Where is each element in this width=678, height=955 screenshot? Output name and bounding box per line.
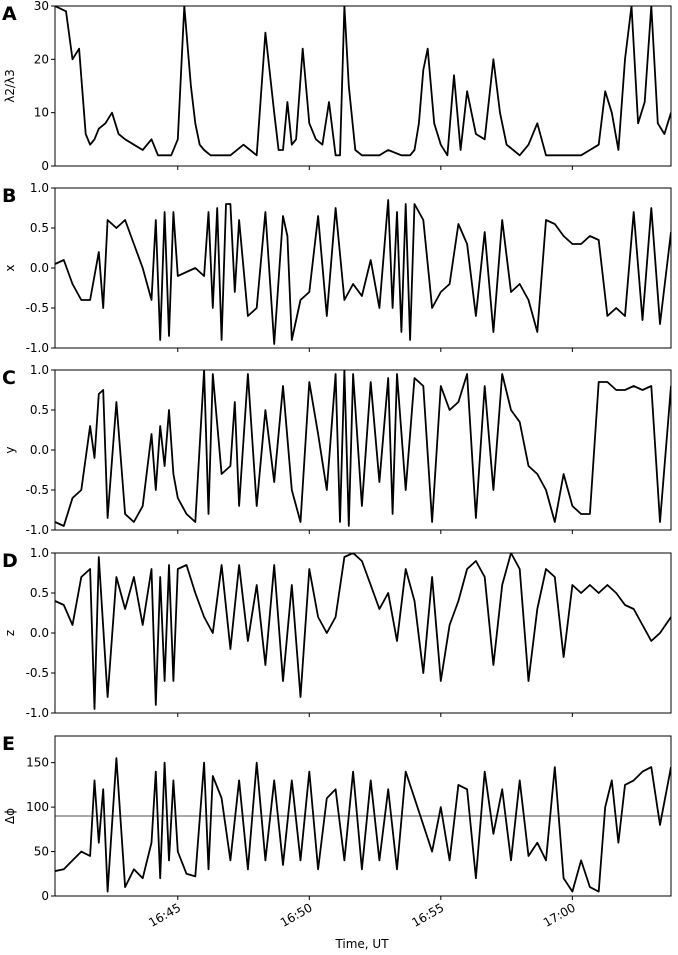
panel-e: 0 50 100 150 E Δϕ [2, 733, 672, 903]
y-tick-label: 20 [34, 52, 49, 66]
panel-c: -1.0 -0.5 0.0 0.5 1.0 Cy [2, 363, 672, 537]
y-tick-label: -0.5 [26, 483, 49, 497]
y-tick-label: 50 [34, 845, 49, 859]
y-tick-label: 0.0 [30, 626, 49, 640]
x-axis-label: Time, UT [334, 937, 389, 951]
x-tick-label: 17:00 [541, 900, 578, 929]
y-tick-label: 1.0 [30, 181, 49, 195]
series-line-panel-b [55, 199, 671, 345]
panel-b: -1.0 -0.5 0.0 0.5 1.0 Bx [2, 181, 672, 355]
axes-frame [54, 552, 672, 714]
y-tick-label: 1.0 [30, 546, 49, 560]
x-tick-label: 16:55 [409, 900, 446, 929]
y-tick-label: 0.0 [30, 443, 49, 457]
axes-frame [54, 369, 672, 531]
y-tick-label: -1.0 [26, 341, 49, 355]
panel-letter: C [2, 367, 16, 389]
panel-a: 0 10 20 30 Aλ2/λ3 [2, 0, 672, 173]
y-tick-label: -0.5 [26, 666, 49, 680]
series-line-panel-a [55, 6, 671, 157]
x-axis-ticks: 16:45 16:50 16:55 17:00 [146, 900, 578, 929]
y-axis-label: x [3, 264, 17, 271]
y-axis-label: λ2/λ3 [3, 69, 17, 103]
y-tick-label: -1.0 [26, 706, 49, 720]
y-tick-label: 100 [26, 800, 49, 814]
y-tick-label: -1.0 [26, 523, 49, 537]
y-tick-label: 0 [41, 889, 49, 903]
y-tick-label: 10 [34, 106, 49, 120]
y-tick-label: 0.5 [30, 221, 49, 235]
panel-letter: D [2, 550, 18, 572]
y-axis-label: Δϕ [3, 808, 17, 824]
axes-frame [54, 187, 672, 349]
axes-frame [54, 5, 672, 167]
series-line-panel-d [55, 553, 671, 710]
x-tick-label: 16:50 [278, 900, 315, 929]
panel-letter: A [2, 3, 17, 25]
y-tick-label: -0.5 [26, 301, 49, 315]
y-tick-label: 1.0 [30, 363, 49, 377]
x-tick-label: 16:45 [146, 900, 183, 929]
y-tick-label: 30 [34, 0, 49, 13]
panel-letter: B [2, 185, 16, 207]
axes-frame [54, 735, 672, 897]
y-tick-label: 150 [26, 756, 49, 770]
series-line-panel-e [55, 757, 671, 893]
y-tick-label: 0.0 [30, 261, 49, 275]
y-tick-label: 0.5 [30, 403, 49, 417]
y-axis-label: z [3, 630, 17, 636]
panel-letter: E [2, 733, 15, 755]
y-tick-label: 0.5 [30, 586, 49, 600]
panel-d: -1.0 -0.5 0.0 0.5 1.0 Dz [2, 546, 672, 720]
y-axis-label: y [3, 446, 17, 453]
panels: 0 10 20 30 Aλ2/λ3 -1.0 -0.5 0.0 0.5 1.0 Bx -1.0 -0.5… [2, 0, 672, 903]
series-line-panel-c [55, 370, 671, 527]
y-tick-label: 0 [41, 159, 49, 173]
